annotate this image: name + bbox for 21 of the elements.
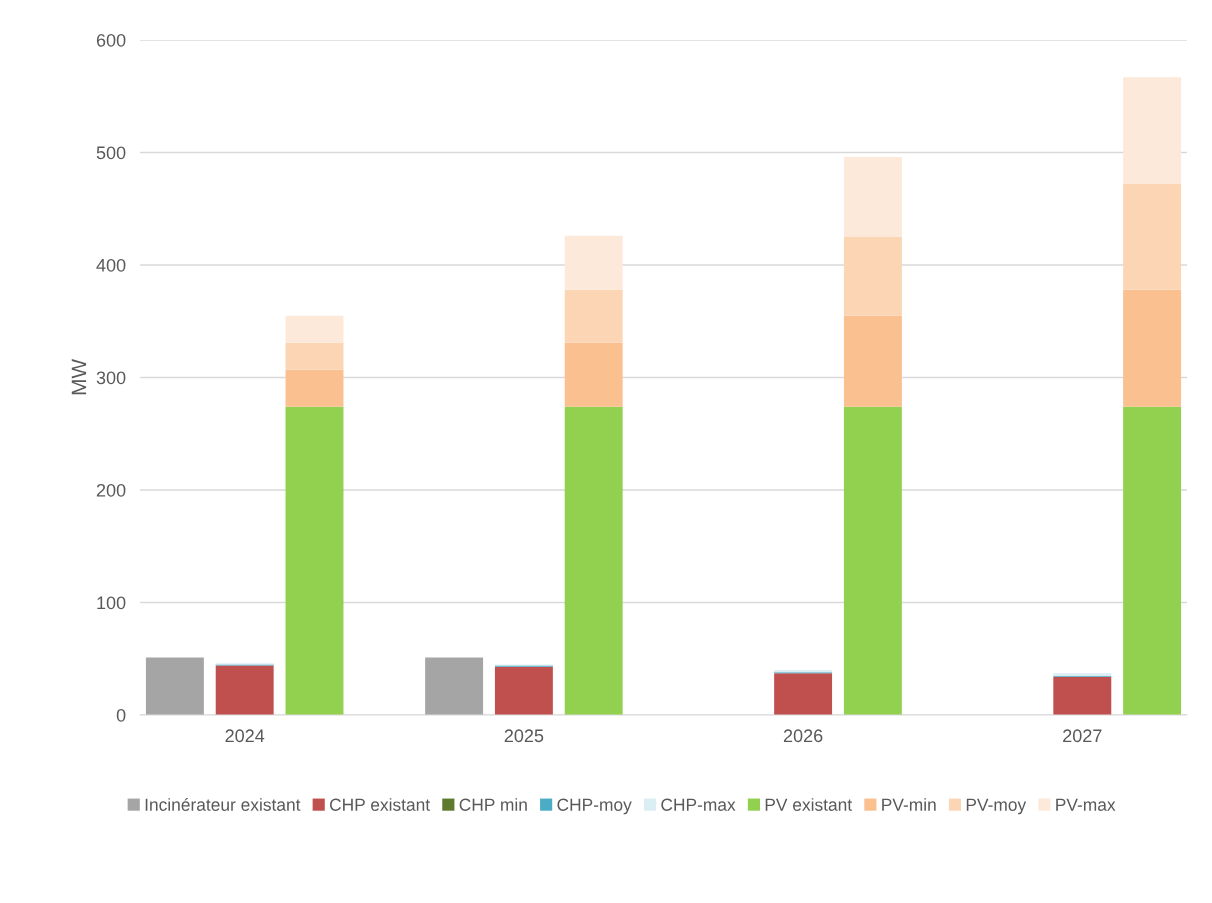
legend-label: CHP-max xyxy=(661,798,736,811)
x-tick-label: 2026 xyxy=(783,729,823,743)
y-axis-title: MW xyxy=(71,359,87,395)
y-tick-label: 0 xyxy=(116,708,126,722)
legend-label: PV-min xyxy=(882,798,936,811)
y-tick-label: 300 xyxy=(96,371,126,385)
x-tick-label: 2027 xyxy=(1063,729,1102,743)
legend-label: PV existant xyxy=(765,798,852,811)
y-tick-label: 500 xyxy=(96,146,126,160)
legend-label: Incinérateur existant xyxy=(145,797,301,811)
legend-label: CHP existant xyxy=(329,798,430,811)
legend-label: PV-moy xyxy=(966,798,1027,815)
x-tick-label: 2025 xyxy=(504,729,544,743)
y-tick-label: 100 xyxy=(97,596,126,610)
x-tick-label: 2024 xyxy=(225,729,265,743)
y-tick-label: 600 xyxy=(96,33,126,47)
y-tick-label: 400 xyxy=(96,258,126,272)
legend-label: CHP min xyxy=(459,798,527,811)
y-tick-label: 200 xyxy=(96,483,126,497)
legend-label: CHP-moy xyxy=(557,798,632,815)
legend-label: PV-max xyxy=(1056,798,1116,811)
